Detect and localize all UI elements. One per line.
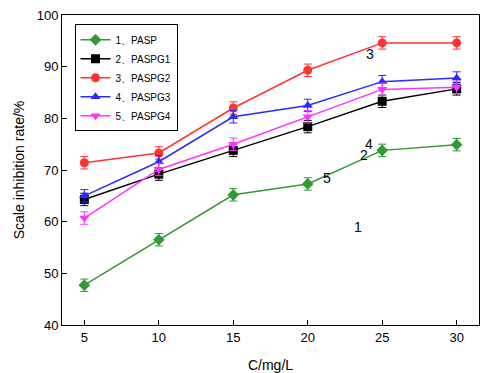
svg-text:4、PASPG3: 4、PASPG3 <box>116 92 171 103</box>
svg-text:Scale inhibition rate/%: Scale inhibition rate/% <box>11 101 27 240</box>
svg-text:3、PASPG2: 3、PASPG2 <box>116 73 171 84</box>
svg-text:15: 15 <box>226 330 240 345</box>
svg-text:2: 2 <box>360 147 368 163</box>
svg-text:20: 20 <box>300 330 314 345</box>
svg-text:30: 30 <box>449 330 463 345</box>
svg-text:25: 25 <box>375 330 389 345</box>
svg-text:5、PASPG4: 5、PASPG4 <box>116 111 171 122</box>
svg-text:2、PASPG1: 2、PASPG1 <box>116 54 171 65</box>
svg-text:50: 50 <box>44 266 58 281</box>
svg-text:5: 5 <box>323 170 331 186</box>
svg-text:60: 60 <box>44 214 58 229</box>
svg-text:80: 80 <box>44 111 58 126</box>
svg-text:1、PASP: 1、PASP <box>116 35 158 46</box>
svg-text:C/mg/L: C/mg/L <box>248 357 293 373</box>
svg-text:10: 10 <box>152 330 166 345</box>
svg-text:5: 5 <box>81 330 88 345</box>
svg-text:40: 40 <box>44 318 58 333</box>
svg-text:70: 70 <box>44 163 58 178</box>
svg-text:3: 3 <box>366 46 374 62</box>
svg-text:100: 100 <box>37 8 59 23</box>
svg-text:4: 4 <box>365 136 373 152</box>
svg-text:90: 90 <box>44 59 58 74</box>
svg-text:1: 1 <box>354 219 362 235</box>
